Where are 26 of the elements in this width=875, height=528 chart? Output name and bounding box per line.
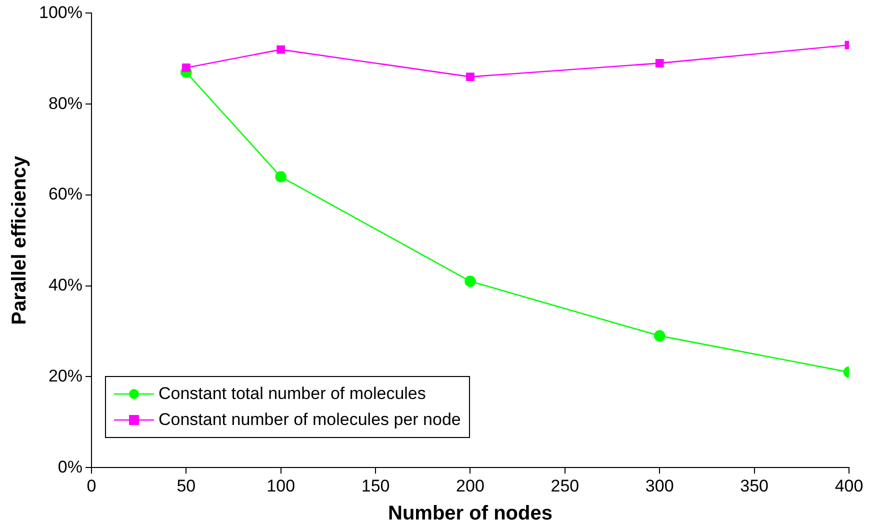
legend-label: Constant total number of molecules (158, 384, 426, 404)
x-tick-label: 50 (176, 476, 196, 496)
point (276, 45, 286, 54)
x-tick-label: 0 (86, 476, 96, 496)
legend-label: Constant number of molecules per node (158, 410, 461, 430)
x-tick-label: 150 (361, 476, 390, 496)
y-tick-label: 20% (48, 366, 82, 386)
x-tick-label: 350 (740, 476, 768, 496)
point (464, 276, 476, 287)
point (275, 171, 287, 182)
x-tick-label: 400 (834, 476, 864, 496)
y-axis-title: Parallel efficiency (8, 155, 31, 325)
point (182, 64, 190, 72)
x-tick-label: 200 (456, 476, 484, 496)
x-tick-label: 100 (266, 476, 296, 496)
y-tick-label: 80% (48, 94, 82, 113)
point (654, 330, 666, 342)
y-tick-label: 0% (58, 457, 82, 476)
point (655, 59, 664, 68)
y-tick-label: 100% (38, 2, 82, 22)
y-tick-label: 40% (48, 276, 82, 295)
y-tick-label: 60% (48, 184, 82, 204)
x-axis-title: Number of nodes (388, 502, 552, 525)
point (466, 72, 474, 81)
x-tick-label: 300 (645, 476, 674, 496)
x-tick-label: 250 (550, 476, 580, 496)
